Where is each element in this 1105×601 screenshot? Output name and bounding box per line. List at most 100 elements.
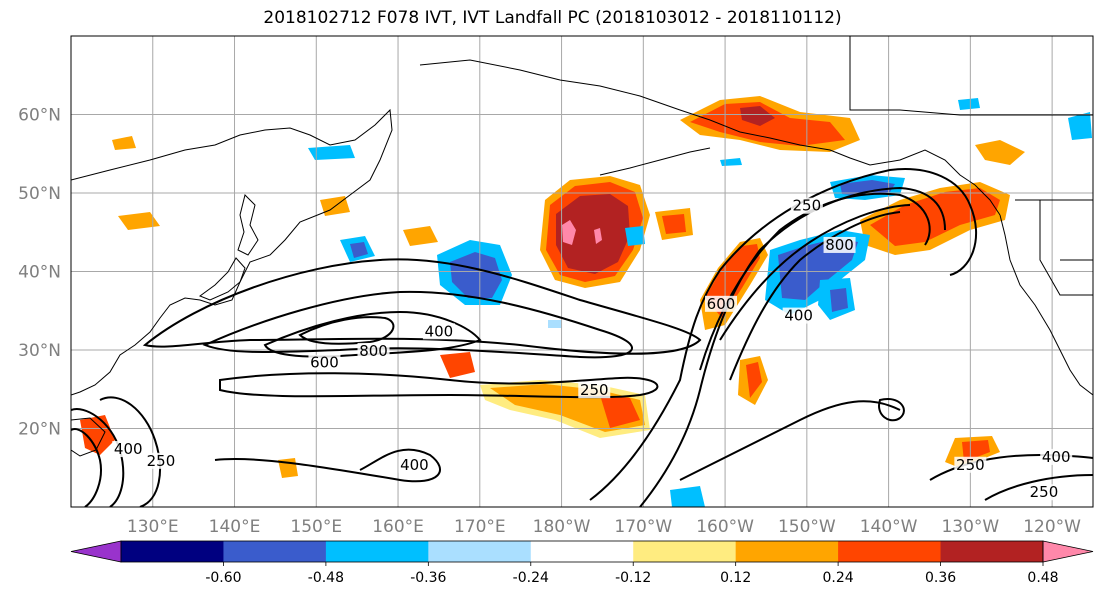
- positive-anomaly: [440, 352, 475, 378]
- longitude-label: 180°W: [533, 517, 591, 537]
- contour-label: 250: [793, 197, 822, 215]
- longitude-label: 150°E: [290, 517, 342, 537]
- contour-label: 600: [310, 354, 339, 372]
- positive-anomaly: [562, 220, 576, 245]
- map-title: 2018102712 F078 IVT, IVT Landfall PC (20…: [263, 8, 842, 28]
- positive-anomaly: [870, 188, 1000, 246]
- colorbar-extend-low: [70, 540, 122, 563]
- colorbar-tick-label: -0.12: [615, 570, 651, 586]
- contour-label-bg: [144, 452, 177, 469]
- contour-label: 250: [580, 381, 609, 399]
- longitude-label: 150°W: [778, 517, 836, 537]
- colorbar-tick-label: 0.12: [720, 570, 751, 586]
- colorbar-tick-label: 0.24: [823, 570, 854, 586]
- positive-anomaly: [746, 362, 762, 398]
- positive-anomaly: [594, 228, 602, 244]
- contour-label: 250: [147, 452, 176, 470]
- longitude-label: 160°E: [372, 517, 424, 537]
- negative-anomaly: [958, 98, 980, 110]
- contour-label-bg: [422, 323, 455, 340]
- colorbar-segment: [530, 541, 634, 562]
- negative-anomaly: [670, 486, 705, 507]
- negative-anomaly: [625, 226, 645, 246]
- contour-label-bg: [398, 456, 431, 473]
- contour-label: 400: [400, 456, 429, 474]
- map-border: [70, 35, 1094, 508]
- contour-label-bg: [578, 382, 611, 399]
- positive-anomaly: [403, 226, 438, 246]
- colorbar-tick-label: 0.36: [925, 570, 956, 586]
- contour-label: 400: [114, 440, 143, 458]
- contour-label-bg: [1040, 448, 1073, 465]
- latitude-label: 50°N: [18, 184, 61, 204]
- contour-label-bg: [308, 354, 341, 371]
- contour-label-bg: [790, 197, 823, 214]
- longitude-label: 130°E: [127, 517, 179, 537]
- positive-anomaly: [975, 140, 1025, 165]
- colorbar-segment: [428, 541, 532, 562]
- latitude-label: 60°N: [18, 106, 61, 126]
- positive-anomaly: [112, 136, 136, 150]
- longitude-label: 140°E: [209, 517, 261, 537]
- contour-label: 400: [1042, 448, 1071, 466]
- negative-anomaly: [548, 320, 562, 328]
- longitude-label: 120°W: [1023, 517, 1081, 537]
- contour-label: 250: [1030, 483, 1059, 501]
- latitude-label: 40°N: [18, 263, 61, 283]
- negative-anomaly: [450, 252, 502, 298]
- negative-anomaly: [830, 288, 848, 312]
- contour-label: 800: [825, 236, 854, 254]
- colorbar-tick-label: -0.36: [410, 570, 446, 586]
- colorbar-segment: [735, 541, 839, 562]
- contour-label: 400: [425, 322, 454, 340]
- colorbar-segment: [223, 541, 327, 562]
- positive-anomaly: [118, 212, 160, 230]
- negative-anomaly: [778, 238, 858, 300]
- colorbar-segment: [121, 541, 224, 562]
- colorbar-tick-label: 0.48: [1027, 570, 1058, 586]
- colorbar-segment: [633, 541, 737, 562]
- latitude-label: 30°N: [18, 341, 61, 361]
- negative-anomaly: [1068, 112, 1092, 140]
- longitude-label: 140°W: [860, 517, 918, 537]
- longitude-label: 160°W: [696, 517, 754, 537]
- contour-label-bg: [1027, 484, 1060, 501]
- colorbar-segment: [838, 541, 942, 562]
- contour-label-bg: [823, 236, 856, 253]
- colorbar-segment: [940, 541, 1044, 562]
- colorbar-extend-high: [1042, 540, 1094, 563]
- colorbar-segment: [325, 541, 429, 562]
- colorbar-tick-label: -0.60: [205, 570, 241, 586]
- longitude-labels: 130°E 140°E 150°E 160°E 170°E 180°W 170°W 160°W…: [127, 517, 1081, 537]
- contour-label: 400: [784, 307, 813, 325]
- colorbar-tick-label: -0.48: [308, 570, 344, 586]
- positive-anomaly: [556, 194, 630, 274]
- coastlines: [71, 36, 1093, 457]
- longitude-label: 170°E: [454, 517, 506, 537]
- longitude-label: 170°W: [614, 517, 672, 537]
- negative-anomaly: [308, 145, 355, 160]
- contour-label: 250: [956, 456, 985, 474]
- positive-anomaly: [600, 395, 640, 428]
- latitude-labels: 60°N 50°N 40°N 30°N 20°N: [18, 106, 61, 440]
- contour-label-bg: [704, 295, 737, 312]
- colorbar-tick-label: -0.24: [513, 570, 549, 586]
- colorbar: -0.60 -0.48 -0.36 -0.24 -0.12 0.12 0.24 0.36 0.4…: [70, 540, 1094, 586]
- positive-anomaly: [962, 440, 990, 462]
- contour-label: 800: [359, 342, 388, 360]
- negative-anomaly: [350, 242, 368, 258]
- longitude-label: 130°W: [941, 517, 999, 537]
- contour-label-bg: [112, 441, 145, 458]
- contour-label: 600: [707, 295, 736, 313]
- contour-label-bg: [782, 307, 815, 324]
- positive-anomaly: [690, 102, 845, 146]
- positive-anomaly: [662, 214, 686, 234]
- contour-label-bg: [954, 456, 987, 473]
- contour-label-bg: [357, 342, 390, 359]
- colorbar-frame: [120, 540, 1044, 563]
- negative-anomaly: [840, 180, 895, 196]
- positive-anomaly: [740, 106, 775, 126]
